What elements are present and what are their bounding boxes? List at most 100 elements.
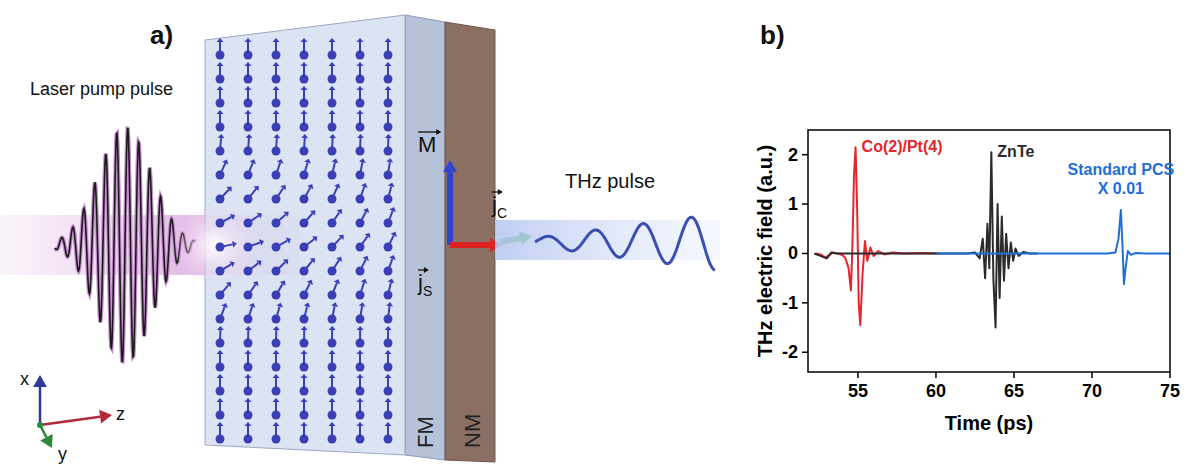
spin-head	[217, 62, 224, 66]
spin-head	[245, 398, 252, 402]
layer-label: FM	[413, 416, 438, 448]
spin	[356, 267, 365, 276]
spin	[384, 363, 393, 372]
spin	[328, 75, 337, 84]
spin-head	[385, 350, 392, 354]
spin-head	[283, 212, 288, 217]
spin-head	[301, 110, 308, 114]
spin-head	[359, 158, 366, 163]
nm-side	[445, 22, 495, 462]
spin	[244, 99, 253, 108]
spin-head	[276, 303, 283, 308]
spin-head	[304, 159, 311, 164]
spin	[300, 219, 309, 228]
spin	[216, 147, 225, 156]
spin	[244, 411, 253, 420]
laser-spot	[170, 205, 260, 285]
spin	[300, 291, 309, 300]
spin-head	[357, 62, 364, 66]
spin	[384, 75, 393, 84]
spin-head	[273, 62, 280, 66]
spin	[356, 75, 365, 84]
x-tick-label: 65	[1004, 381, 1024, 401]
spin-head	[217, 374, 224, 378]
spin-head	[329, 374, 336, 378]
spin-head	[273, 110, 280, 114]
spin-head	[217, 350, 224, 354]
spin-head	[253, 281, 259, 286]
spin-head	[245, 86, 252, 90]
thz-label: THz pulse	[565, 170, 655, 192]
series-label: Standard PCSX 0.01	[1068, 161, 1175, 197]
spin	[356, 99, 365, 108]
series-label: ZnTe	[997, 143, 1034, 160]
spin-head	[277, 159, 284, 164]
spin-head	[385, 62, 392, 66]
spin-head	[217, 398, 224, 402]
spin-head	[273, 86, 280, 90]
spin	[356, 363, 365, 372]
figure: Laser pump pulseFMNMMjSjCTHz pulsexzya)5…	[0, 0, 1199, 466]
spin	[328, 339, 337, 348]
spin-head	[334, 184, 340, 189]
spin-head	[230, 214, 235, 220]
spin	[272, 243, 281, 252]
spin-head	[217, 110, 224, 114]
spin-head	[256, 260, 261, 266]
spin	[384, 315, 393, 324]
axis-z-icon	[40, 417, 100, 425]
spin	[356, 219, 365, 228]
spin	[216, 435, 225, 444]
spin	[272, 147, 281, 156]
spins	[216, 38, 397, 444]
spin-head	[357, 86, 364, 90]
spin-head	[310, 258, 315, 263]
spin-head	[301, 62, 308, 66]
spin-head	[357, 350, 364, 354]
spin-head	[217, 326, 224, 330]
spin	[272, 291, 281, 300]
spin	[272, 315, 281, 324]
spin-head	[385, 134, 392, 138]
spin-head	[385, 422, 392, 426]
spin-head	[301, 326, 308, 330]
over-arrow-head	[498, 189, 503, 195]
spin	[384, 51, 393, 60]
spin-head	[301, 398, 308, 402]
spin	[300, 123, 309, 132]
spin	[356, 435, 365, 444]
spin	[216, 363, 225, 372]
spin	[272, 195, 281, 204]
spin-head	[273, 422, 280, 426]
spin	[300, 315, 309, 324]
spin-head	[245, 110, 252, 114]
spin-head	[385, 86, 392, 90]
spin	[384, 291, 393, 300]
spin-head	[280, 185, 286, 190]
panel-b: 5560657075-2-1012Co(2)/Pt(4)ZnTeStandard…	[754, 20, 1180, 434]
panel-label: b)	[760, 20, 785, 50]
spin	[272, 363, 281, 372]
spin	[384, 435, 393, 444]
spin	[356, 123, 365, 132]
x-tick	[1169, 372, 1171, 378]
over-arrow	[418, 131, 438, 132]
spin-head	[307, 280, 313, 285]
series-label-line: X 0.01	[1098, 180, 1144, 197]
x-tick-label: 70	[1082, 381, 1102, 401]
spin	[356, 147, 365, 156]
spin-head	[257, 213, 262, 219]
spin	[328, 51, 337, 60]
spin	[384, 99, 393, 108]
spin-head	[385, 398, 392, 402]
spin-head	[245, 422, 252, 426]
spin-head	[389, 255, 396, 260]
spin-head	[385, 326, 392, 330]
spin-head	[334, 279, 341, 284]
spin-head	[218, 134, 225, 138]
spin-head	[301, 350, 308, 354]
spin	[300, 267, 309, 276]
spin	[272, 339, 281, 348]
spin	[300, 387, 309, 396]
panel-a: Laser pump pulseFMNMMjSjCTHz pulsexzya)	[0, 15, 720, 464]
